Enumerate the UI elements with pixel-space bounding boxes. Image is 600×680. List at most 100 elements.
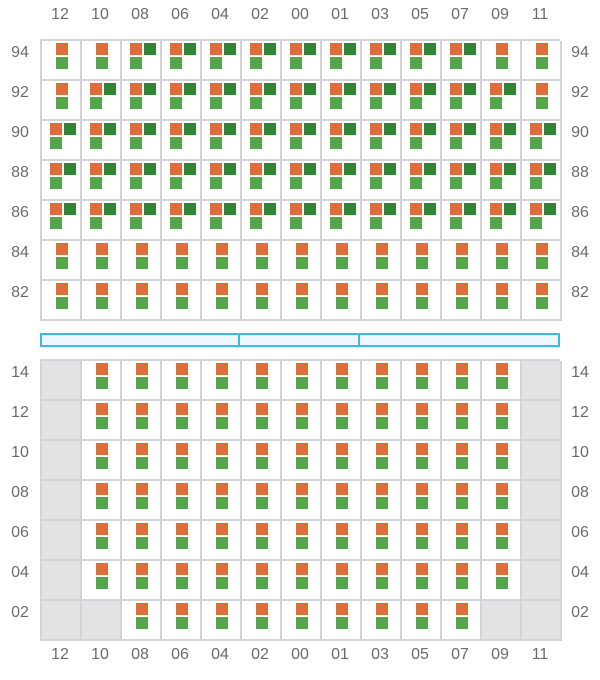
seat-cell[interactable]	[442, 121, 482, 161]
seat-cell[interactable]	[522, 281, 562, 321]
seat-cell[interactable]	[322, 401, 362, 441]
divider-segment[interactable]	[360, 333, 560, 347]
seat-cell[interactable]	[442, 161, 482, 201]
seat-cell[interactable]	[402, 241, 442, 281]
seat-cell[interactable]	[362, 561, 402, 601]
seat-cell[interactable]	[442, 401, 482, 441]
seat-cell[interactable]	[242, 281, 282, 321]
seat-cell[interactable]	[482, 361, 522, 401]
seat-cell[interactable]	[82, 441, 122, 481]
seat-cell[interactable]	[402, 281, 442, 321]
seat-cell[interactable]	[442, 81, 482, 121]
seat-cell[interactable]	[162, 241, 202, 281]
seat-cell[interactable]	[82, 241, 122, 281]
seat-cell[interactable]	[282, 561, 322, 601]
seat-cell[interactable]	[482, 441, 522, 481]
seat-cell[interactable]	[362, 441, 402, 481]
seat-cell[interactable]	[162, 481, 202, 521]
seat-cell[interactable]	[322, 121, 362, 161]
seat-cell[interactable]	[82, 41, 122, 81]
seat-cell[interactable]	[122, 81, 162, 121]
seat-cell[interactable]	[122, 361, 162, 401]
seat-cell[interactable]	[322, 281, 362, 321]
seat-cell[interactable]	[162, 521, 202, 561]
seat-cell[interactable]	[482, 561, 522, 601]
seat-cell[interactable]	[42, 161, 82, 201]
seat-cell[interactable]	[82, 561, 122, 601]
seat-cell[interactable]	[282, 361, 322, 401]
seat-cell[interactable]	[122, 561, 162, 601]
seat-cell[interactable]	[82, 121, 122, 161]
seat-cell[interactable]	[362, 161, 402, 201]
seat-cell[interactable]	[322, 81, 362, 121]
seat-cell[interactable]	[202, 121, 242, 161]
divider-segment[interactable]	[40, 333, 240, 347]
seat-cell[interactable]	[522, 201, 562, 241]
seat-cell[interactable]	[362, 521, 402, 561]
seat-cell[interactable]	[42, 281, 82, 321]
seat-cell[interactable]	[322, 41, 362, 81]
seat-cell[interactable]	[282, 121, 322, 161]
seat-cell[interactable]	[202, 561, 242, 601]
seat-cell[interactable]	[202, 41, 242, 81]
seat-cell[interactable]	[282, 281, 322, 321]
seat-cell[interactable]	[202, 241, 242, 281]
seat-cell[interactable]	[122, 481, 162, 521]
seat-cell[interactable]	[82, 401, 122, 441]
seat-cell[interactable]	[42, 41, 82, 81]
seat-cell[interactable]	[162, 41, 202, 81]
seat-cell[interactable]	[362, 241, 402, 281]
seat-cell[interactable]	[242, 161, 282, 201]
divider-segment[interactable]	[240, 333, 360, 347]
seat-cell[interactable]	[362, 81, 402, 121]
seat-cell[interactable]	[242, 481, 282, 521]
seat-cell[interactable]	[282, 401, 322, 441]
seat-cell[interactable]	[242, 361, 282, 401]
seat-cell[interactable]	[522, 121, 562, 161]
seat-cell[interactable]	[322, 521, 362, 561]
seat-cell[interactable]	[122, 41, 162, 81]
seat-cell[interactable]	[522, 81, 562, 121]
seat-cell[interactable]	[282, 241, 322, 281]
seat-cell[interactable]	[482, 521, 522, 561]
seat-cell[interactable]	[442, 281, 482, 321]
seat-cell[interactable]	[202, 481, 242, 521]
seat-cell[interactable]	[202, 441, 242, 481]
seat-cell[interactable]	[402, 561, 442, 601]
seat-cell[interactable]	[482, 201, 522, 241]
seat-cell[interactable]	[362, 201, 402, 241]
seat-cell[interactable]	[402, 121, 442, 161]
seat-cell[interactable]	[522, 41, 562, 81]
seat-cell[interactable]	[362, 281, 402, 321]
seat-cell[interactable]	[282, 441, 322, 481]
seat-cell[interactable]	[402, 441, 442, 481]
seat-cell[interactable]	[162, 601, 202, 641]
seat-cell[interactable]	[402, 81, 442, 121]
seat-cell[interactable]	[242, 121, 282, 161]
seat-cell[interactable]	[202, 601, 242, 641]
seat-cell[interactable]	[202, 201, 242, 241]
seat-cell[interactable]	[202, 81, 242, 121]
seat-cell[interactable]	[362, 601, 402, 641]
seat-cell[interactable]	[82, 201, 122, 241]
seat-cell[interactable]	[202, 281, 242, 321]
seat-cell[interactable]	[482, 161, 522, 201]
seat-cell[interactable]	[242, 201, 282, 241]
seat-cell[interactable]	[322, 361, 362, 401]
seat-cell[interactable]	[362, 401, 402, 441]
seat-cell[interactable]	[162, 361, 202, 401]
seat-cell[interactable]	[402, 481, 442, 521]
seat-cell[interactable]	[482, 41, 522, 81]
seat-cell[interactable]	[362, 481, 402, 521]
seat-cell[interactable]	[242, 241, 282, 281]
seat-cell[interactable]	[402, 161, 442, 201]
seat-cell[interactable]	[282, 521, 322, 561]
seat-cell[interactable]	[242, 441, 282, 481]
seat-cell[interactable]	[82, 81, 122, 121]
seat-cell[interactable]	[242, 601, 282, 641]
seat-cell[interactable]	[442, 521, 482, 561]
seat-cell[interactable]	[402, 201, 442, 241]
seat-cell[interactable]	[122, 441, 162, 481]
seat-cell[interactable]	[402, 521, 442, 561]
seat-cell[interactable]	[122, 521, 162, 561]
